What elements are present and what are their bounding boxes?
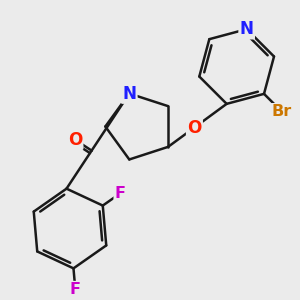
Text: F: F <box>115 186 126 201</box>
Text: F: F <box>70 282 81 297</box>
Text: O: O <box>68 130 82 148</box>
Text: N: N <box>122 85 136 103</box>
Text: Br: Br <box>272 104 292 119</box>
Text: O: O <box>187 118 202 136</box>
Text: N: N <box>240 20 254 38</box>
